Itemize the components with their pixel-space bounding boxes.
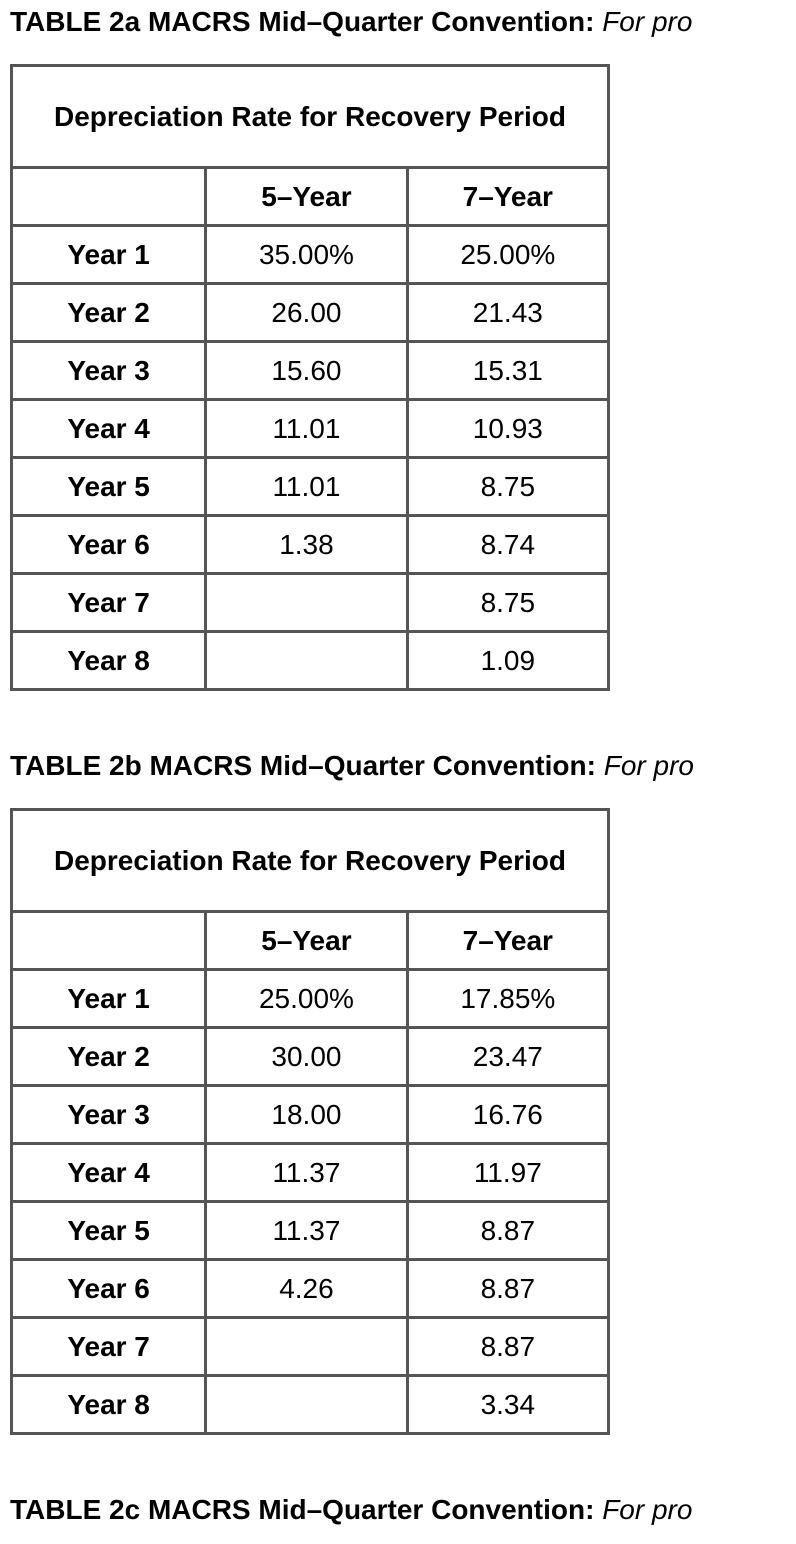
rate-cell: 16.76 [405, 1084, 611, 1145]
table-row: Year 2 26.00 21.43 [9, 282, 611, 343]
row-label: Year 4 [9, 398, 208, 459]
depreciation-table: Depreciation Rate for Recovery Period 5–Y… [9, 64, 611, 691]
rate-cell: 8.75 [405, 456, 611, 517]
rate-cell: 17.85% [405, 968, 611, 1029]
table-caption: Depreciation Rate for Recovery Period [10, 64, 610, 169]
rate-cell: 8.74 [405, 514, 611, 575]
row-label: Year 8 [9, 1374, 208, 1435]
table-row: Year 7 8.87 [9, 1316, 611, 1377]
row-label: Year 3 [9, 340, 208, 401]
table-title: TABLE 2c MACRS Mid–Quarter Convention: F… [10, 1493, 692, 1527]
column-header: 5–Year [204, 910, 409, 971]
rate-cell [204, 1374, 409, 1435]
rate-cell: 11.37 [204, 1142, 409, 1203]
row-label: Year 1 [9, 968, 208, 1029]
table-row: Year 5 11.01 8.75 [9, 456, 611, 517]
caption-row: Depreciation Rate for Recovery Period [10, 64, 610, 169]
row-label: Year 2 [9, 1026, 208, 1087]
rate-cell: 1.09 [405, 630, 611, 691]
table-row: Year 4 11.01 10.93 [9, 398, 611, 459]
rate-cell: 15.31 [405, 340, 611, 401]
rate-cell: 25.00% [405, 224, 611, 285]
rate-cell: 18.00 [204, 1084, 409, 1145]
table-row: Year 4 11.37 11.97 [9, 1142, 611, 1203]
rate-cell: 8.87 [405, 1316, 611, 1377]
rate-cell: 11.01 [204, 456, 409, 517]
title-label: TABLE 2b MACRS Mid–Quarter Convention: [10, 750, 596, 781]
table-title: TABLE 2a MACRS Mid–Quarter Convention: F… [10, 5, 692, 39]
table-row: Year 2 30.00 23.47 [9, 1026, 611, 1087]
row-label: Year 6 [9, 1258, 208, 1319]
table-title: TABLE 2b MACRS Mid–Quarter Convention: F… [10, 749, 694, 783]
depreciation-table: Depreciation Rate for Recovery Period 5–Y… [9, 808, 611, 1435]
row-label: Year 4 [9, 1142, 208, 1203]
column-header [9, 166, 208, 227]
header-row: 5–Year 7–Year [9, 910, 611, 971]
rate-cell: 21.43 [405, 282, 611, 343]
row-label: Year 2 [9, 282, 208, 343]
table-row: Year 8 1.09 [9, 630, 611, 691]
table-row: Year 6 1.38 8.74 [9, 514, 611, 575]
rate-cell: 25.00% [204, 968, 409, 1029]
rate-cell: 11.97 [405, 1142, 611, 1203]
column-header: 7–Year [405, 166, 611, 227]
title-description: For pro [603, 750, 694, 781]
rate-cell [204, 630, 409, 691]
table-row: Year 1 25.00% 17.85% [9, 968, 611, 1029]
rate-cell: 11.37 [204, 1200, 409, 1261]
rate-cell: 10.93 [405, 398, 611, 459]
rate-cell: 15.60 [204, 340, 409, 401]
column-header: 7–Year [405, 910, 611, 971]
row-label: Year 5 [9, 456, 208, 517]
row-label: Year 7 [9, 572, 208, 633]
header-row: 5–Year 7–Year [9, 166, 611, 227]
caption-row: Depreciation Rate for Recovery Period [10, 808, 610, 913]
rate-cell: 8.75 [405, 572, 611, 633]
title-description: For pro [602, 1494, 693, 1525]
rate-cell: 30.00 [204, 1026, 409, 1087]
rate-cell: 23.47 [405, 1026, 611, 1087]
column-header: 5–Year [204, 166, 409, 227]
row-label: Year 6 [9, 514, 208, 575]
rate-cell: 1.38 [204, 514, 409, 575]
rate-cell: 3.34 [405, 1374, 611, 1435]
row-label: Year 1 [9, 224, 208, 285]
table-row: Year 6 4.26 8.87 [9, 1258, 611, 1319]
table-row: Year 5 11.37 8.87 [9, 1200, 611, 1261]
column-header [9, 910, 208, 971]
rate-cell: 35.00% [204, 224, 409, 285]
row-label: Year 8 [9, 630, 208, 691]
rate-cell [204, 1316, 409, 1377]
title-label: TABLE 2a MACRS Mid–Quarter Convention: [10, 6, 595, 37]
title-label: TABLE 2c MACRS Mid–Quarter Convention: [10, 1494, 595, 1525]
rate-cell: 11.01 [204, 398, 409, 459]
table-row: Year 3 18.00 16.76 [9, 1084, 611, 1145]
table-caption: Depreciation Rate for Recovery Period [10, 808, 610, 913]
rate-cell [204, 572, 409, 633]
rate-cell: 8.87 [405, 1258, 611, 1319]
table-row: Year 8 3.34 [9, 1374, 611, 1435]
row-label: Year 7 [9, 1316, 208, 1377]
table-row: Year 3 15.60 15.31 [9, 340, 611, 401]
title-description: For pro [602, 6, 693, 37]
row-label: Year 3 [9, 1084, 208, 1145]
row-label: Year 5 [9, 1200, 208, 1261]
table-row: Year 7 8.75 [9, 572, 611, 633]
rate-cell: 8.87 [405, 1200, 611, 1261]
rate-cell: 4.26 [204, 1258, 409, 1319]
rate-cell: 26.00 [204, 282, 409, 343]
table-row: Year 1 35.00% 25.00% [9, 224, 611, 285]
